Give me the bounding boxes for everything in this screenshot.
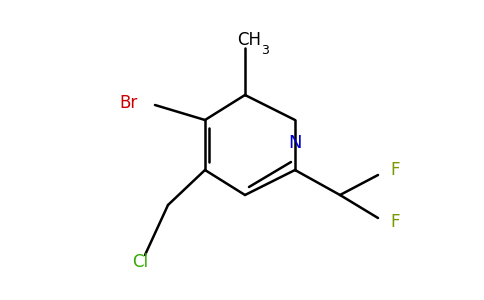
Text: Br: Br bbox=[120, 94, 138, 112]
Text: 3: 3 bbox=[261, 44, 269, 57]
Text: Cl: Cl bbox=[132, 253, 148, 271]
Text: N: N bbox=[288, 134, 302, 152]
Text: F: F bbox=[390, 213, 399, 231]
Text: F: F bbox=[390, 161, 399, 179]
Text: CH: CH bbox=[237, 31, 261, 49]
